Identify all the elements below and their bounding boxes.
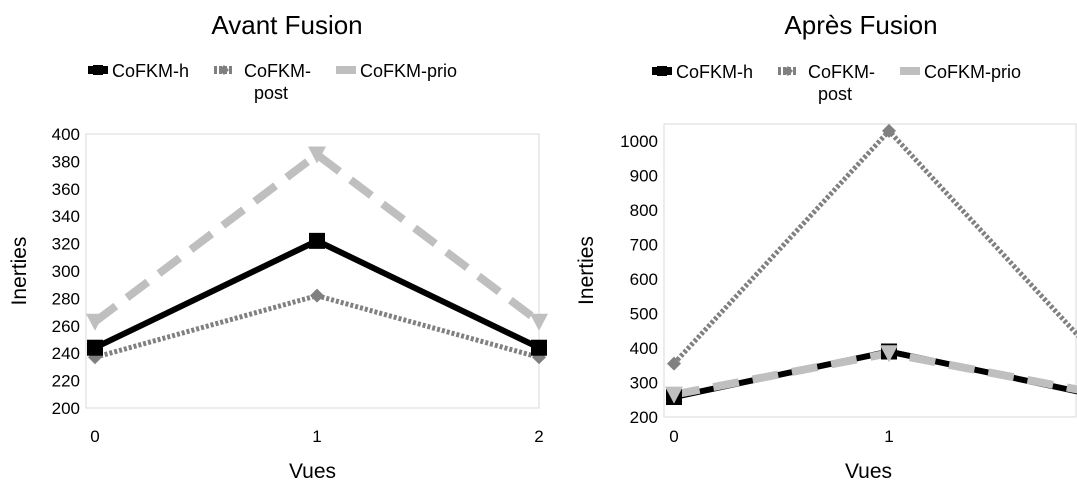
legend-marker xyxy=(657,66,667,76)
y-tick-label: 400 xyxy=(52,125,80,144)
chart-avant-fusion: Avant Fusion CoFKM-h CoFKM-post CoFKM-prio 2… xyxy=(8,10,548,483)
chart-apres-fusion: Après Fusion CoFKM-h CoFKM-post CoFKM-prio 2… xyxy=(575,10,1077,483)
y-tick-label: 200 xyxy=(52,399,80,418)
legend-label: CoFKM-h xyxy=(112,61,189,81)
x-tick-label: 0 xyxy=(90,427,99,446)
data-point xyxy=(882,123,896,138)
chart-title: Après Fusion xyxy=(784,10,937,40)
x-tick-label: 0 xyxy=(669,427,678,446)
data-point xyxy=(86,313,104,331)
data-point xyxy=(531,339,547,356)
y-tick-label: 360 xyxy=(52,180,80,199)
legend-entry: CoFKM-prio xyxy=(336,61,457,81)
x-axis-label: Vues xyxy=(845,460,892,483)
legend-label: CoFKM-prio xyxy=(360,61,457,81)
x-axis-label: Vues xyxy=(289,460,336,483)
data-point xyxy=(310,288,324,303)
y-tick-label: 260 xyxy=(52,317,80,336)
y-tick-label: 320 xyxy=(52,235,80,254)
legend-entry: CoFKM-h xyxy=(88,61,189,81)
plot-area xyxy=(663,123,1077,418)
legend-label: CoFKM-post xyxy=(244,61,311,103)
legend-label: CoFKM-prio xyxy=(924,62,1021,82)
legend-entry: CoFKM-post xyxy=(214,61,311,103)
legend-entry: CoFKM-post xyxy=(778,62,875,104)
data-point xyxy=(880,345,898,363)
y-tick-label: 240 xyxy=(52,344,80,363)
legend-marker xyxy=(93,65,103,75)
chart-title: Avant Fusion xyxy=(211,10,362,40)
y-tick-label: 700 xyxy=(630,236,658,255)
legend-label: CoFKM-h xyxy=(676,62,753,82)
legend-entry: CoFKM-prio xyxy=(900,62,1021,82)
y-axis-label: Inerties xyxy=(575,236,598,305)
data-point xyxy=(87,339,103,356)
data-point xyxy=(665,386,683,404)
x-tick-label: 1 xyxy=(312,427,321,446)
y-tick-label: 300 xyxy=(630,374,658,393)
x-tick-label: 1 xyxy=(884,427,893,446)
y-tick-label: 220 xyxy=(52,372,80,391)
series-line xyxy=(673,349,1077,399)
y-tick-label: 380 xyxy=(52,152,80,171)
legend-label: CoFKM-post xyxy=(808,62,875,104)
y-tick-label: 900 xyxy=(630,167,658,186)
legend-entry: CoFKM-h xyxy=(652,62,753,82)
y-tick-label: 800 xyxy=(630,201,658,220)
y-tick-label: 280 xyxy=(52,289,80,308)
legend-marker xyxy=(783,66,793,76)
data-point xyxy=(667,356,681,371)
y-tick-label: 500 xyxy=(630,305,658,324)
x-tick-label: 2 xyxy=(534,427,543,446)
series-line xyxy=(92,149,542,325)
series-line xyxy=(672,127,1077,366)
y-tick-label: 400 xyxy=(630,339,658,358)
plot-area xyxy=(85,133,540,409)
data-point xyxy=(309,232,325,249)
y-tick-label: 300 xyxy=(52,262,80,281)
legend-marker xyxy=(219,65,229,75)
y-tick-label: 340 xyxy=(52,207,80,226)
y-tick-label: 600 xyxy=(630,270,658,289)
data-point xyxy=(530,313,548,331)
y-tick-label: 200 xyxy=(630,408,658,427)
y-tick-label: 1000 xyxy=(620,132,658,151)
y-axis-label: Inerties xyxy=(8,237,31,306)
data-point xyxy=(308,146,326,164)
series-line xyxy=(94,293,540,360)
